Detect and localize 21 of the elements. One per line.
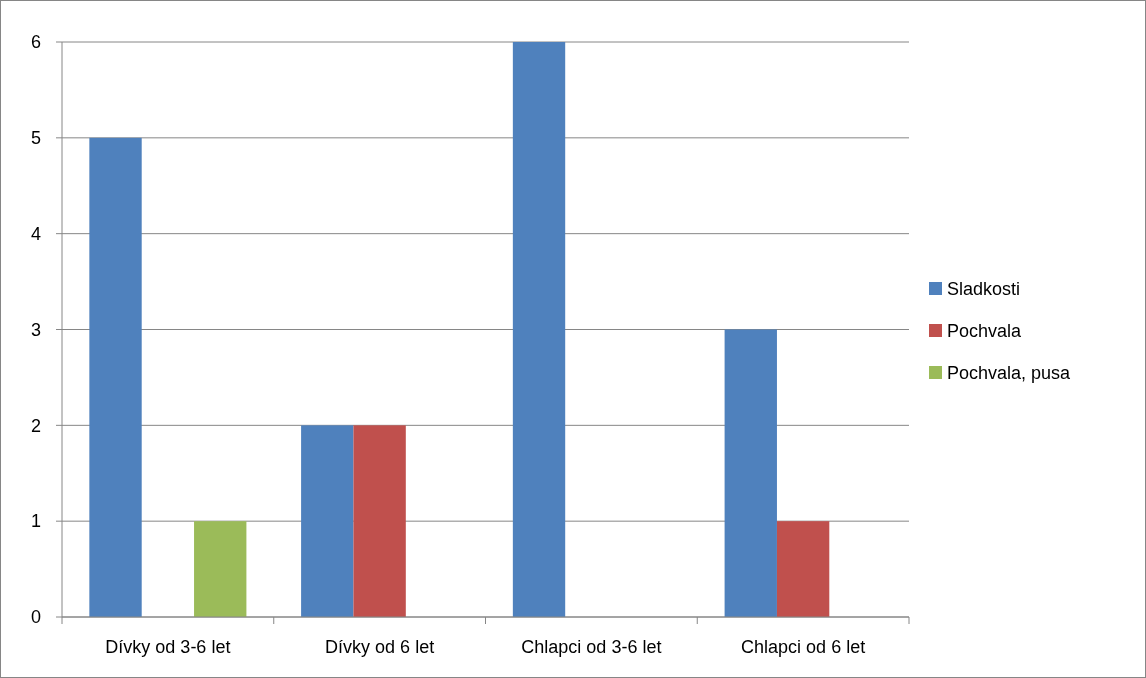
legend-label: Pochvala xyxy=(947,321,1023,342)
bar xyxy=(724,329,777,617)
y-tick-label: 4 xyxy=(30,223,42,244)
x-tick-label: Chlapci od 6 let xyxy=(741,637,866,657)
y-tick-label: 2 xyxy=(30,415,42,436)
y-tick-label: 3 xyxy=(30,319,42,340)
y-tick-label: 1 xyxy=(30,511,42,532)
bar xyxy=(194,521,247,617)
legend-label: Pochvala, pusa xyxy=(947,363,1072,384)
y-tick-label: 6 xyxy=(30,32,42,53)
bar xyxy=(512,42,566,617)
bar xyxy=(776,521,830,617)
x-tick-label: Chlapci od 3-6 let xyxy=(521,637,662,657)
x-tick-label: Dívky od 6 let xyxy=(325,637,435,657)
y-tick-label: 5 xyxy=(30,128,42,149)
bar xyxy=(353,425,406,617)
y-tick-label: 0 xyxy=(30,607,42,628)
bar xyxy=(89,137,142,617)
legend-label: Sladkosti xyxy=(947,279,1021,300)
x-tick-label: Dívky od 3-6 let xyxy=(105,637,231,657)
bar xyxy=(301,425,354,617)
